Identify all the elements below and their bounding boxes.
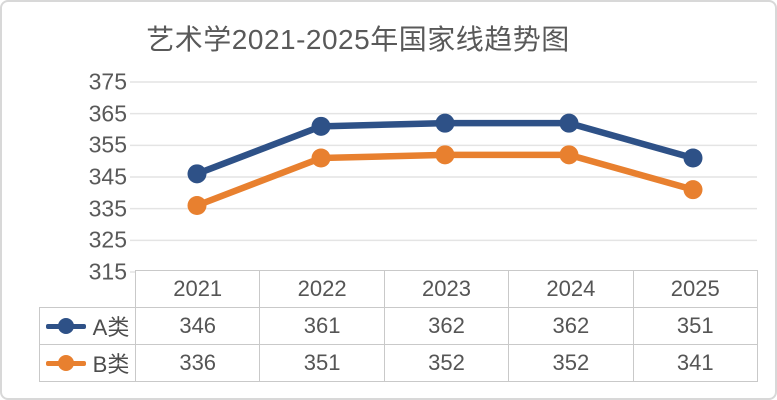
table-cell-value: 352 bbox=[508, 344, 634, 382]
table-cell-value: 346 bbox=[134, 307, 261, 345]
data-point-marker bbox=[187, 196, 207, 215]
table-cell-value: 361 bbox=[259, 307, 385, 345]
table-header-year: 2024 bbox=[508, 270, 634, 308]
data-point-marker bbox=[559, 145, 579, 165]
y-axis-label: 335 bbox=[88, 195, 127, 222]
y-axis-label: 325 bbox=[88, 226, 127, 253]
data-point-marker bbox=[311, 116, 331, 136]
table-header-year: 2021 bbox=[134, 270, 261, 308]
table-cell-value: 352 bbox=[383, 344, 510, 382]
table-header-year: 2023 bbox=[383, 270, 510, 308]
data-point-marker bbox=[683, 180, 703, 200]
table-cell-value: 351 bbox=[259, 344, 385, 382]
y-axis: 375 365 355 345 335 325 315 bbox=[2, 2, 127, 398]
data-table: 2021 2022 2023 2024 2025 A类 346 361 362 362 351 B类 3… bbox=[39, 270, 758, 382]
legend-label: A类 bbox=[92, 315, 130, 340]
chart-title: 艺术学2021-2025年国家线趋势图 bbox=[146, 24, 570, 55]
data-point-marker bbox=[435, 113, 455, 133]
legend-marker-icon bbox=[45, 355, 86, 372]
table-cell-value: 362 bbox=[508, 307, 634, 345]
y-axis-label: 355 bbox=[88, 131, 127, 158]
data-point-marker bbox=[435, 145, 455, 165]
legend-label: B类 bbox=[92, 352, 130, 377]
table-cell-value: 351 bbox=[632, 307, 758, 345]
y-axis-label: 375 bbox=[88, 68, 127, 95]
table-row: A类 346 361 362 362 351 bbox=[39, 307, 758, 345]
y-axis-label: 365 bbox=[88, 100, 127, 127]
data-point-marker bbox=[187, 164, 207, 184]
y-axis-label: 345 bbox=[88, 163, 127, 190]
y-axis-label: 315 bbox=[88, 258, 127, 285]
data-point-marker bbox=[683, 148, 703, 168]
table-header-year: 2022 bbox=[259, 270, 385, 308]
table-cell-value: 341 bbox=[632, 344, 758, 382]
table-corner-blank bbox=[40, 271, 136, 308]
table-cell-value: 336 bbox=[134, 344, 261, 382]
data-point-marker bbox=[559, 113, 579, 133]
legend-marker-icon bbox=[45, 318, 86, 335]
table-row: B类 336 351 352 352 341 bbox=[39, 344, 758, 382]
data-point-marker bbox=[311, 148, 331, 168]
table-header-year: 2025 bbox=[632, 270, 758, 308]
legend-item: A类 bbox=[39, 307, 136, 345]
legend-item: B类 bbox=[39, 344, 136, 382]
table-cell-value: 362 bbox=[383, 307, 510, 345]
